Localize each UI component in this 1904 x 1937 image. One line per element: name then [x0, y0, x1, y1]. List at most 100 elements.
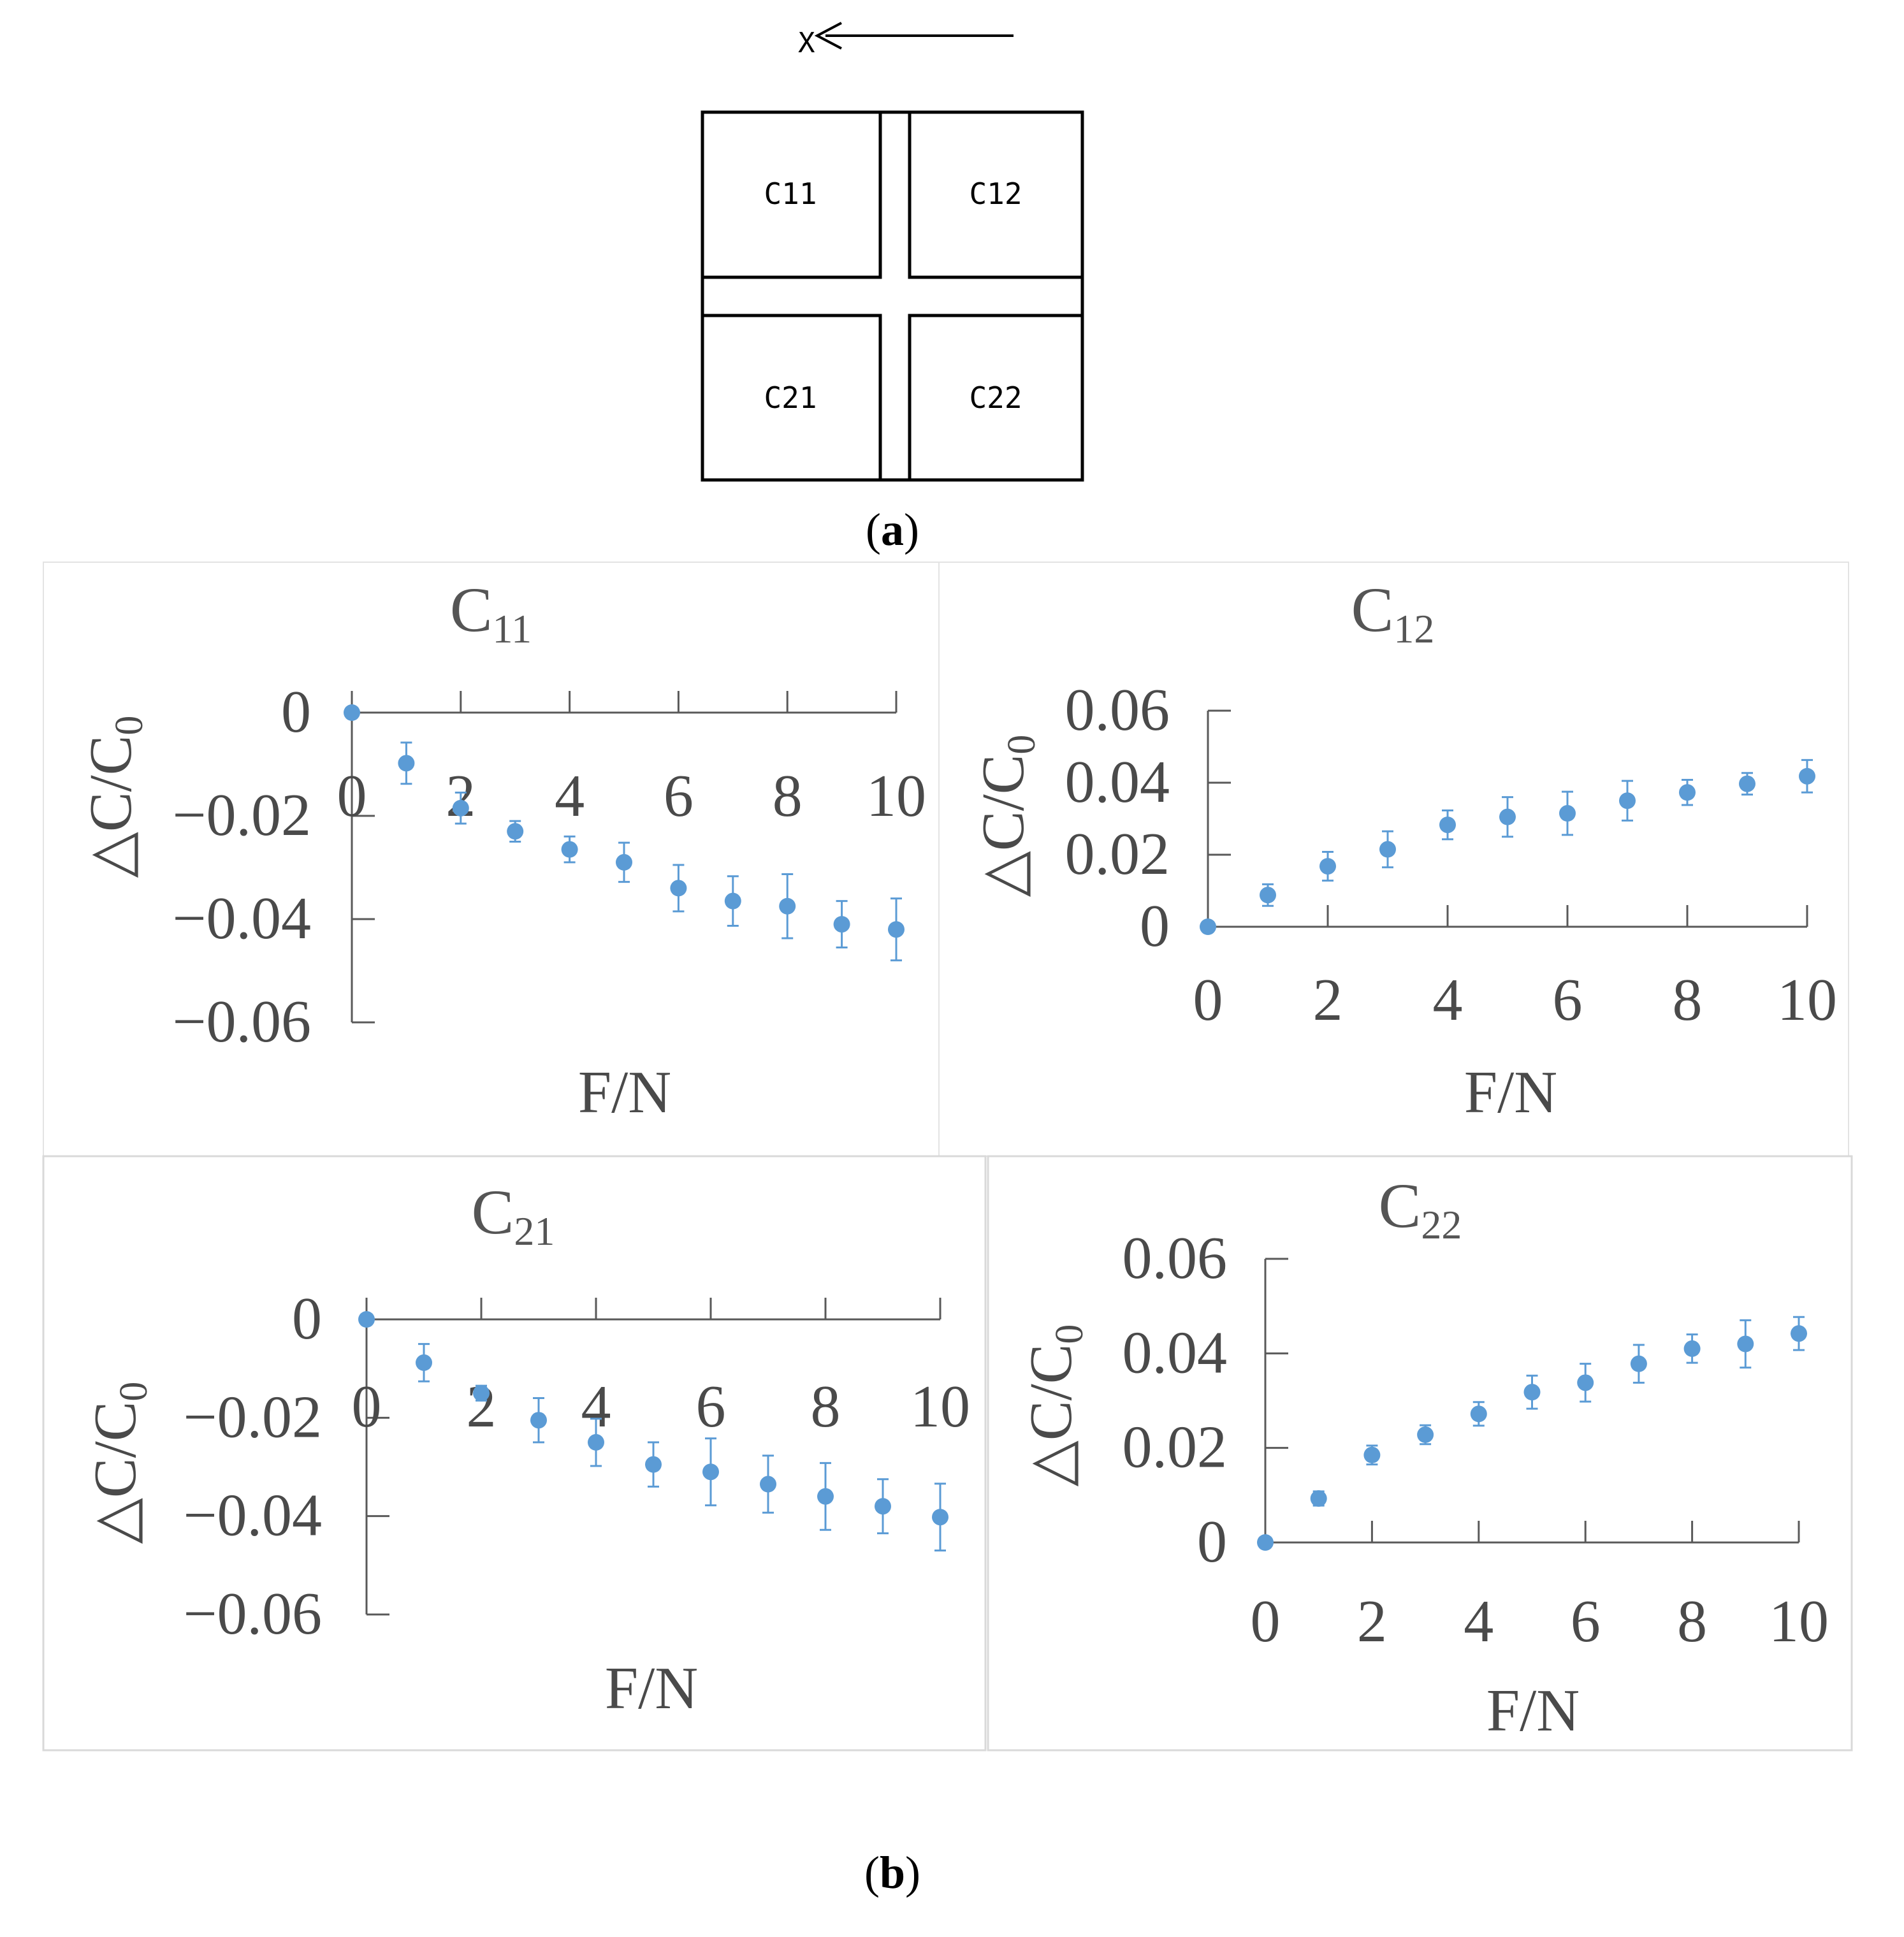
chart-title: C22 [1379, 1170, 1462, 1247]
y-tick-label: −0.06 [172, 989, 311, 1055]
y-tick-label: 0.04 [1065, 749, 1170, 815]
plot-area: 00.020.040.060 2 4 6 8 10 [1123, 1225, 1829, 1655]
y-axis-label-sub: 0 [112, 1382, 156, 1402]
data-point [358, 1311, 375, 1328]
layout-diagram: X C11 C12 C21 C22 (a) [701, 22, 1084, 555]
data-point [1739, 775, 1755, 792]
cell-label-c12: C12 [969, 177, 1022, 211]
data-point [398, 755, 415, 772]
y-tick-label: −0.06 [183, 1581, 322, 1647]
chart-title-main: C [450, 574, 493, 645]
x-tick-label: 0 [352, 1374, 382, 1440]
cell-label-c22: C22 [969, 381, 1022, 415]
data-point [1200, 918, 1216, 935]
plot-area: 00.020.040.060 2 4 6 8 10 [1065, 677, 1838, 1033]
caption-b-letter: b [880, 1847, 905, 1898]
chart-panel-c21: C21 △C/C0 F/N 0−0.02−0.04−0.060 2 4 6 8 10 [42, 1155, 987, 1752]
x-tick-label: 0 [1251, 1588, 1281, 1655]
y-axis-label-sub: 0 [1048, 1324, 1091, 1344]
chart-title-sub: 22 [1421, 1202, 1462, 1247]
chart-title-main: C [1351, 574, 1394, 645]
data-point [1363, 1446, 1381, 1463]
x-tick-label: 6 [1553, 967, 1583, 1033]
data-point [588, 1433, 604, 1451]
data-point [1379, 841, 1396, 858]
x-tick-label: 4 [555, 763, 585, 829]
y-axis-label-main: △C/C [970, 755, 1036, 897]
chart-frame [987, 1155, 1853, 1752]
chart-frame [42, 1155, 987, 1752]
plot-area: 0−0.02−0.04−0.060 2 4 6 8 10 [172, 679, 926, 1055]
x-tick-label: 0 [1193, 967, 1223, 1033]
data-point [1737, 1335, 1754, 1353]
data-point [1630, 1355, 1647, 1372]
chart-title-main: C [1379, 1170, 1421, 1241]
data-point [888, 921, 905, 938]
cell-label-c21: C21 [764, 381, 817, 415]
y-axis-label-main: △C/C [78, 736, 144, 878]
y-tick-label: 0 [292, 1286, 322, 1352]
data-point [1319, 858, 1336, 875]
data-point [344, 704, 360, 721]
data-point [702, 1463, 719, 1481]
direction-label: X [798, 27, 815, 59]
data-point [779, 897, 796, 915]
chart-title: C12 [1351, 574, 1435, 651]
data-point [1683, 1340, 1701, 1357]
data-point [616, 853, 632, 871]
data-point [452, 799, 469, 816]
y-axis-label: △C/C0 [970, 735, 1043, 897]
chart-title-main: C [472, 1177, 514, 1247]
data-point [932, 1509, 948, 1526]
x-tick-label: 6 [664, 763, 694, 829]
cell-label-c11: C11 [764, 177, 817, 211]
x-axis-label: F/N [605, 1655, 698, 1722]
caption-b-open: ( [864, 1847, 880, 1898]
chart-title-sub: 21 [514, 1208, 555, 1254]
x-tick-label: 10 [1769, 1588, 1829, 1655]
chart-title-sub: 11 [493, 606, 532, 651]
data-point [1619, 792, 1636, 809]
data-point [416, 1354, 432, 1371]
chart-title: C21 [472, 1177, 555, 1254]
electrode-c22 [908, 314, 1084, 482]
data-point [1260, 887, 1276, 904]
data-point [645, 1456, 662, 1473]
electrode-c11 [701, 110, 882, 279]
x-tick-label: 10 [1777, 967, 1837, 1033]
y-tick-label: 0.04 [1123, 1319, 1228, 1386]
data-point [1439, 816, 1456, 834]
x-tick-label: 10 [866, 763, 926, 829]
x-tick-label: 8 [1673, 967, 1703, 1033]
data-point [817, 1488, 834, 1505]
x-axis-label: F/N [1464, 1059, 1557, 1126]
x-tick-label: 8 [1677, 1588, 1707, 1655]
y-axis-label-main: △C/C [1018, 1344, 1084, 1487]
data-point [1559, 805, 1576, 822]
x-tick-label: 6 [1571, 1588, 1601, 1655]
y-axis-label-sub: 0 [1000, 735, 1043, 755]
data-point [1470, 1405, 1487, 1423]
y-tick-label: −0.02 [183, 1384, 322, 1450]
chart-title-sub: 12 [1393, 606, 1434, 651]
y-tick-label: 0.02 [1123, 1414, 1228, 1481]
caption-b: (b) [864, 1847, 920, 1898]
y-tick-label: −0.02 [172, 782, 311, 848]
x-tick-label: 0 [337, 763, 367, 829]
data-point [473, 1384, 490, 1402]
data-point [760, 1476, 776, 1493]
data-point [1499, 808, 1516, 825]
x-tick-label: 4 [1433, 967, 1463, 1033]
data-point [724, 892, 741, 910]
x-tick-label: 6 [696, 1374, 726, 1440]
y-tick-label: 0.06 [1065, 677, 1170, 743]
x-tick-label: 2 [1313, 967, 1343, 1033]
x-axis-label: F/N [578, 1059, 671, 1126]
y-tick-label: −0.04 [172, 885, 311, 952]
y-tick-label: 0 [1140, 893, 1170, 959]
caption-a-close: ) [904, 504, 919, 555]
y-axis-label-sub: 0 [108, 716, 151, 736]
data-point [1577, 1374, 1594, 1391]
direction-arrow: X [798, 22, 1014, 59]
